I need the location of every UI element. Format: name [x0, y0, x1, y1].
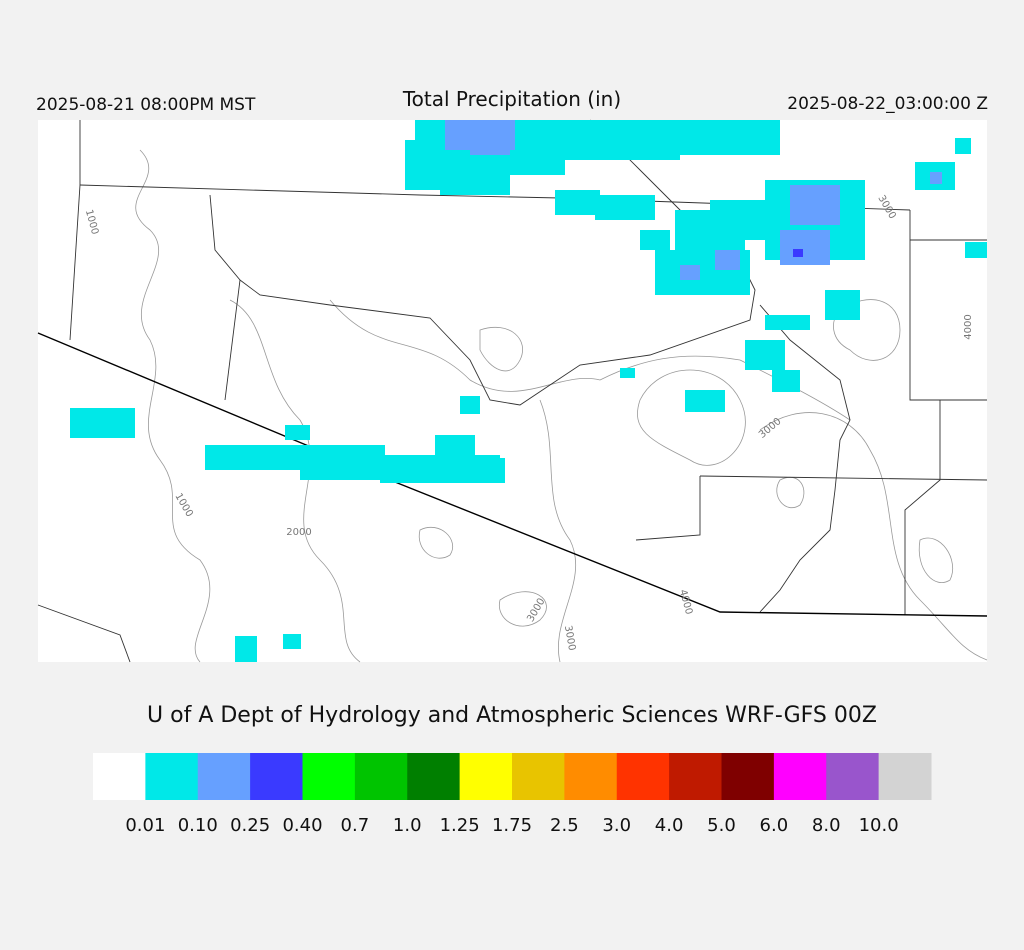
contour-line	[329, 299, 851, 421]
precip-area	[70, 408, 135, 438]
colorbar-swatch	[669, 753, 722, 800]
contour-line	[759, 412, 988, 661]
colorbar-swatch	[512, 753, 565, 800]
state-border	[904, 400, 941, 615]
colorbar-label: 0.40	[282, 815, 322, 836]
local-time: 2025-08-21 08:00PM MST	[36, 95, 256, 115]
precip-area	[793, 249, 803, 257]
colorbar-swatch	[354, 753, 408, 800]
contour-line	[479, 326, 523, 372]
contour-line	[539, 399, 577, 663]
contour-label: 2000	[286, 527, 311, 538]
contour-line	[918, 537, 953, 583]
colorbar-label: 5.0	[707, 815, 736, 836]
colorbar-label: 0.01	[125, 815, 165, 836]
precip-area	[640, 230, 670, 250]
colorbar-swatch	[721, 753, 775, 800]
precip-area	[285, 425, 310, 440]
precip-area	[620, 368, 635, 378]
colorbar-swatch	[826, 753, 880, 800]
precipitation-layer	[70, 120, 987, 662]
state-border	[37, 604, 131, 663]
precip-area	[460, 396, 480, 414]
contour-label: 3000	[562, 625, 577, 652]
colorbar-swatch	[302, 753, 356, 800]
precip-area	[790, 185, 840, 225]
precip-area	[930, 172, 942, 184]
colorbar-label: 10.0	[859, 815, 899, 836]
map-title: Total Precipitation (in)	[402, 87, 621, 111]
precip-area	[955, 138, 971, 154]
colorbar-label: 0.25	[230, 815, 270, 836]
precip-area	[825, 290, 860, 320]
contour-line	[776, 477, 805, 508]
colorbar-label: 1.75	[492, 815, 532, 836]
precip-area	[772, 370, 800, 392]
colorbar-label: 3.0	[602, 815, 631, 836]
valid-time: 2025-08-22_03:00:00 Z	[787, 94, 988, 114]
colorbar-swatch	[616, 753, 670, 800]
state-border	[699, 475, 988, 481]
colorbar-label: 1.25	[440, 815, 480, 836]
precip-area	[235, 636, 257, 662]
precip-area	[765, 315, 810, 330]
precip-area	[715, 250, 740, 270]
precip-area	[685, 390, 725, 412]
precip-area	[283, 634, 301, 649]
contour-line	[498, 591, 547, 627]
contour-line	[418, 526, 453, 559]
precip-area	[440, 170, 510, 195]
precip-area	[640, 120, 780, 155]
precip-area	[435, 435, 475, 455]
precip-area	[555, 190, 600, 215]
contour-line	[135, 149, 211, 663]
precip-area	[405, 140, 445, 190]
contour-line	[229, 299, 361, 663]
precip-area	[745, 340, 785, 370]
precip-area	[470, 140, 510, 155]
contour-label: 4000	[963, 314, 974, 339]
precip-area	[595, 195, 655, 220]
precip-area	[680, 265, 700, 280]
colorbar-label: 1.0	[393, 815, 422, 836]
colorbar-swatch	[407, 753, 461, 800]
colorbar-swatch	[145, 753, 199, 800]
colorbar-label: 6.0	[760, 815, 789, 836]
state-border	[909, 210, 987, 401]
contour-line	[833, 299, 901, 361]
state-border	[239, 269, 756, 406]
colorbar-swatch	[773, 753, 827, 800]
colorbar-swatch	[250, 753, 303, 800]
colorbar-label: 0.7	[341, 815, 370, 836]
state-border	[69, 120, 81, 341]
precip-area	[780, 230, 830, 265]
colorbar-label: 2.5	[550, 815, 579, 836]
colorbar-swatch	[459, 753, 513, 800]
credit: U of A Dept of Hydrology and Atmospheric…	[147, 703, 877, 728]
colorbar-swatch	[93, 753, 146, 800]
contour-line	[637, 369, 746, 466]
state-border	[759, 304, 851, 613]
precip-area	[965, 242, 987, 258]
international-border	[37, 332, 988, 617]
colorbar-swatch	[564, 753, 618, 800]
colorbar-swatch	[197, 753, 251, 800]
state-border	[635, 476, 701, 541]
colorbar-swatch	[878, 753, 932, 800]
precip-area	[380, 458, 505, 483]
colorbar-label: 0.10	[178, 815, 218, 836]
colorbar-label: 8.0	[812, 815, 841, 836]
colorbar-label: 4.0	[655, 815, 684, 836]
state-border	[209, 194, 241, 401]
